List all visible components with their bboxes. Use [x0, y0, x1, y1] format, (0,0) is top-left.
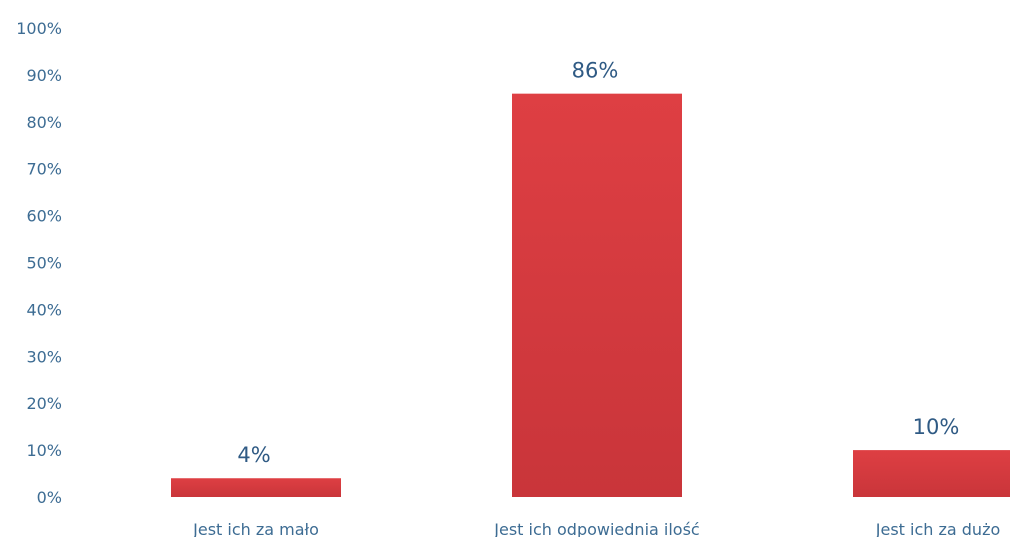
data-label: 10%: [913, 415, 960, 439]
x-axis: Jest ich za mało Jest ich odpowiednia ilo…: [192, 520, 1000, 537]
y-tick-label: 70%: [26, 160, 62, 179]
bars-group: [171, 93, 1010, 497]
category-label: Jest ich za dużo: [875, 520, 1001, 537]
y-tick-label: 10%: [26, 441, 62, 460]
bar-2: [512, 93, 682, 497]
y-tick-label: 50%: [26, 254, 62, 273]
y-tick-label: 60%: [26, 207, 62, 226]
y-tick-label: 30%: [26, 347, 62, 366]
y-tick-label: 80%: [26, 113, 62, 132]
y-tick-label: 20%: [26, 394, 62, 413]
bar-3: [853, 450, 1010, 497]
data-label: 86%: [572, 59, 619, 83]
y-tick-label: 90%: [26, 66, 62, 85]
data-labels-group: 4% 86% 10%: [237, 59, 959, 468]
y-tick-label: 40%: [26, 300, 62, 319]
bar-1: [171, 478, 341, 497]
category-label: Jest ich odpowiednia ilość: [493, 520, 699, 537]
y-tick-label: 0%: [37, 488, 62, 507]
data-label: 4%: [237, 443, 270, 467]
y-tick-label: 100%: [16, 19, 62, 38]
y-axis: 0% 10% 20% 30% 40% 50% 60% 70% 80% 90% 100%: [16, 19, 62, 507]
category-label: Jest ich za mało: [192, 520, 319, 537]
